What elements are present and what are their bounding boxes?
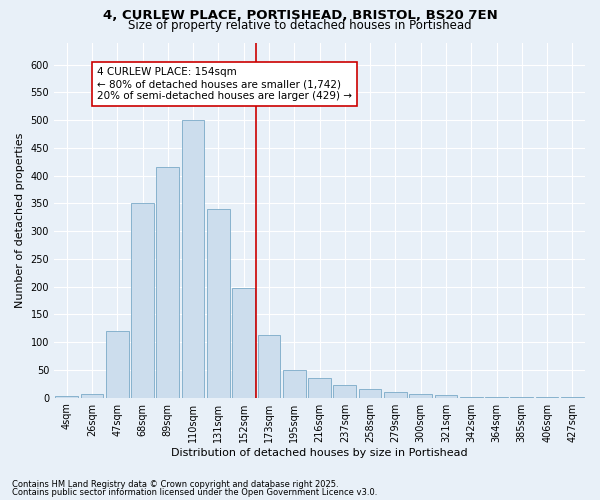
- Bar: [207, 209, 230, 398]
- Bar: [283, 370, 305, 398]
- Bar: [359, 390, 382, 398]
- Text: Contains public sector information licensed under the Open Government Licence v3: Contains public sector information licen…: [12, 488, 377, 497]
- Bar: [511, 397, 533, 398]
- Bar: [106, 331, 128, 398]
- Bar: [55, 396, 78, 398]
- Bar: [334, 385, 356, 398]
- Text: 4, CURLEW PLACE, PORTISHEAD, BRISTOL, BS20 7EN: 4, CURLEW PLACE, PORTISHEAD, BRISTOL, BS…: [103, 9, 497, 22]
- Bar: [536, 397, 559, 398]
- Text: Size of property relative to detached houses in Portishead: Size of property relative to detached ho…: [128, 18, 472, 32]
- Bar: [157, 168, 179, 398]
- Bar: [131, 204, 154, 398]
- Bar: [384, 392, 407, 398]
- Bar: [561, 397, 584, 398]
- Y-axis label: Number of detached properties: Number of detached properties: [15, 132, 25, 308]
- Text: Contains HM Land Registry data © Crown copyright and database right 2025.: Contains HM Land Registry data © Crown c…: [12, 480, 338, 489]
- Bar: [485, 397, 508, 398]
- Bar: [257, 335, 280, 398]
- Bar: [434, 396, 457, 398]
- Bar: [182, 120, 205, 398]
- Bar: [460, 396, 482, 398]
- Text: 4 CURLEW PLACE: 154sqm
← 80% of detached houses are smaller (1,742)
20% of semi-: 4 CURLEW PLACE: 154sqm ← 80% of detached…: [97, 68, 352, 100]
- Bar: [232, 288, 255, 398]
- Bar: [409, 394, 432, 398]
- X-axis label: Distribution of detached houses by size in Portishead: Distribution of detached houses by size …: [171, 448, 468, 458]
- Bar: [308, 378, 331, 398]
- Bar: [80, 394, 103, 398]
